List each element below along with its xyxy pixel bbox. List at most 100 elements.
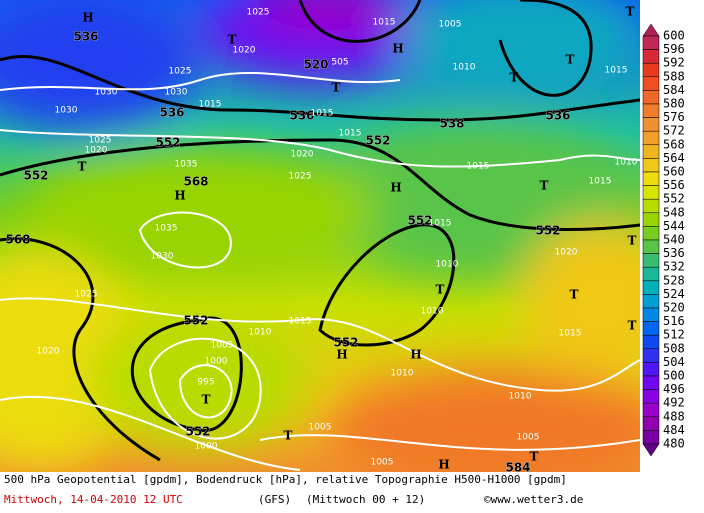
geopotential-label: 536 — [159, 106, 184, 120]
isobar-label: 1025 — [89, 136, 112, 146]
isobar-label: 1010 — [509, 392, 532, 402]
isobar-label: 1010 — [249, 328, 272, 338]
pressure-center: T — [566, 53, 575, 67]
isobar-label: 1005 — [371, 458, 394, 468]
isobar-label: 1030 — [151, 252, 174, 262]
footer-run: (Mittwoch 00 + 12) — [306, 493, 425, 506]
pressure-center: T — [510, 71, 519, 85]
isobar-label: 1015 — [589, 177, 612, 187]
isobar-label: 1015 — [289, 317, 312, 327]
colorbar-swatch — [642, 62, 660, 78]
colorbar-bottom-arrow — [642, 443, 660, 457]
colorbar-label: 504 — [663, 355, 685, 369]
colorbar-swatch — [642, 185, 660, 200]
isobar-label: 1035 — [175, 160, 198, 170]
isobar-label: 1020 — [291, 150, 314, 160]
colorbar-label: 492 — [663, 396, 685, 410]
pressure-center: T — [530, 450, 539, 464]
colorbar-label: 524 — [663, 287, 685, 301]
colorbar-label: 596 — [663, 42, 685, 56]
isobar-label: 1015 — [373, 18, 396, 28]
colorbar-label: 520 — [663, 301, 685, 315]
colorbar-label: 560 — [663, 165, 685, 179]
colorbar-label: 480 — [663, 437, 685, 451]
geopotential-label: 552 — [155, 136, 180, 150]
colorbar-swatch — [642, 103, 660, 118]
colorbar-top-arrow — [642, 23, 660, 37]
colorbar-label: 536 — [663, 246, 685, 260]
isobar-label: 1005 — [211, 341, 234, 351]
isobar-label: 1015 — [467, 162, 490, 172]
pressure-center: T — [540, 179, 549, 193]
footer-background — [0, 472, 640, 513]
colorbar-label: 512 — [663, 328, 685, 342]
footer-copyright: ©www.wetter3.de — [484, 493, 583, 506]
pressure-center: H — [390, 181, 401, 195]
colorbar-label: 588 — [663, 69, 685, 83]
isobar-label: 1005 — [309, 423, 332, 433]
geopotential-label: 520 — [303, 58, 328, 72]
pressure-center: H — [438, 458, 449, 472]
pressure-center: T — [570, 288, 579, 302]
colorbar-label: 600 — [663, 29, 685, 43]
colorbar-swatch — [642, 239, 660, 254]
colorbar-swatch — [642, 402, 660, 418]
pressure-center: T — [78, 160, 87, 174]
geopotential-label: 536 — [545, 109, 570, 123]
colorbar-swatch — [642, 226, 660, 241]
isobar-label: 1020 — [233, 46, 256, 56]
pressure-center: T — [626, 5, 635, 19]
colorbar-label: 556 — [663, 178, 685, 192]
colorbar-swatch — [642, 266, 660, 282]
isobar-label: 1015 — [311, 109, 334, 119]
colorbar-swatch — [642, 198, 660, 214]
isobar-label: 1025 — [75, 290, 98, 300]
pressure-center: H — [82, 11, 93, 25]
colorbar-swatch — [642, 144, 660, 159]
colorbar-swatch — [642, 35, 660, 50]
isobar-label: 1025 — [289, 172, 312, 182]
isobar-label: 1015 — [429, 219, 452, 229]
isobar-label: 1025 — [247, 8, 270, 18]
isobar-label: 1010 — [421, 307, 444, 317]
geopotential-label: 552 — [365, 134, 390, 148]
colorbar-swatch — [642, 416, 660, 431]
colorbar-swatch — [642, 307, 660, 322]
colorbar-swatch — [642, 294, 660, 309]
geopotential-label: 538 — [439, 117, 464, 131]
colorbar-label: 500 — [663, 369, 685, 383]
geopotential-label: 568 — [5, 233, 30, 247]
geopotential-label: 552 — [183, 314, 208, 328]
isobar-label: 1010 — [436, 260, 459, 270]
colorbar-label: 488 — [663, 409, 685, 423]
geopotential-label: 552 — [333, 336, 358, 350]
footer-model: (GFS) — [258, 493, 291, 506]
colorbar-label: 564 — [663, 151, 685, 165]
colorbar-label: 532 — [663, 260, 685, 274]
colorbar-label: 568 — [663, 137, 685, 151]
geopotential-label: 536 — [289, 109, 314, 123]
isobar-label: 1030 — [95, 88, 118, 98]
pressure-center: H — [174, 189, 185, 203]
geopotential-label: 552 — [185, 425, 210, 439]
colorbar-label: 548 — [663, 205, 685, 219]
colorbar-swatch — [642, 321, 660, 336]
colorbar-swatch — [642, 253, 660, 268]
colorbar-label: 496 — [663, 382, 685, 396]
isobar-label: 1005 — [439, 20, 462, 30]
isobar-label: 995 — [197, 378, 214, 388]
pressure-center: T — [332, 81, 341, 95]
colorbar-label: 516 — [663, 314, 685, 328]
pressure-center: T — [228, 33, 237, 47]
isobar-label: 1025 — [169, 67, 192, 77]
colorbar-label: 572 — [663, 124, 685, 138]
colorbar-swatch — [642, 430, 660, 445]
geopotential-label: 568 — [183, 175, 208, 189]
isobar-label: 1005 — [517, 433, 540, 443]
pressure-center: T — [202, 393, 211, 407]
colorbar-label: 584 — [663, 83, 685, 97]
colorbar-label: 484 — [663, 423, 685, 437]
isobar-label: 505 — [331, 58, 348, 68]
pressure-center: H — [336, 348, 347, 362]
colorbar-swatch — [642, 389, 660, 404]
